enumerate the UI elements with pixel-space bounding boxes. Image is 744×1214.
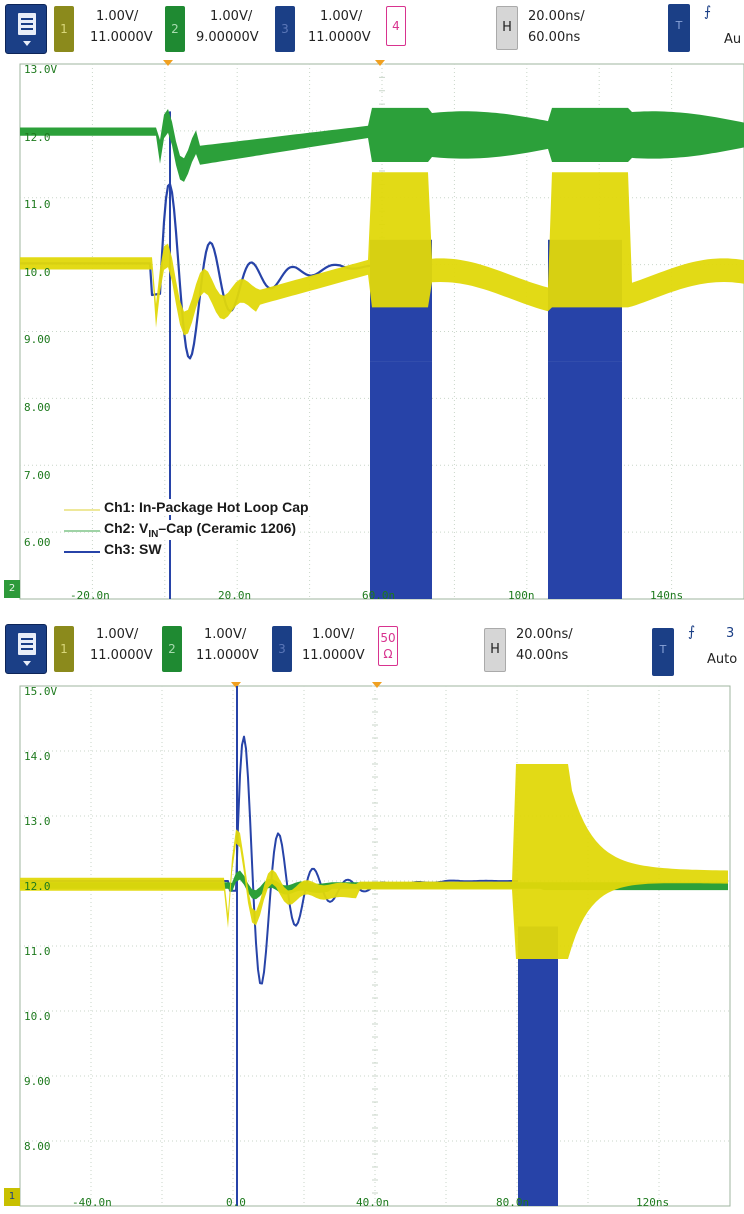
ch1-badge[interactable]: 1 [54, 626, 74, 672]
y-tick-label: 9.00 [24, 1075, 51, 1088]
y-tick-label: 6.00 [24, 536, 51, 550]
ch1-trace-band [20, 764, 728, 959]
horizontal-scale: 20.00ns/ [516, 627, 573, 642]
chevron-down-icon [23, 41, 31, 46]
y-tick-label: 15.0V [24, 685, 58, 698]
horizontal-button[interactable]: H [496, 6, 518, 50]
x-tick-label: -20.0n [70, 589, 110, 602]
y-tick-label: 13.0V [24, 63, 58, 76]
ch2-offset: 9.00000V [196, 30, 259, 45]
ch2-trace-band [20, 107, 744, 182]
ch1-settings[interactable]: 1.00V/ 11.0000V [90, 624, 153, 666]
y-tick-label: 12.0 [24, 130, 51, 144]
ch4-badge[interactable]: 4 [386, 6, 406, 46]
horizontal-position: 60.00ns [528, 30, 581, 45]
y-tick-label: 8.00 [24, 401, 51, 414]
ch3-settings[interactable]: 1.00V/ 11.0000V [308, 6, 371, 48]
trigger-level: 3 [726, 626, 735, 641]
ch3-switching-burst [370, 361, 432, 599]
ch3-offset: 11.0000V [302, 648, 365, 663]
ch1-scale: 1.00V/ [96, 9, 139, 24]
trigger-button[interactable]: T [668, 4, 690, 52]
top-waveform-display: 13.0V 12.0 11.0 10.0 9.00 8.00 7.00 6.00 -20.0n… [0, 58, 744, 603]
y-tick-label: 11.0 [24, 945, 51, 958]
ch3-settings[interactable]: 1.00V/ 11.0000V [302, 624, 365, 666]
trigger-mode[interactable]: Auto [707, 652, 738, 667]
legend-ch2-swatch [64, 530, 100, 532]
ch4-termination-value: 50 [380, 631, 396, 645]
menu-button[interactable] [5, 624, 47, 674]
ch1-settings[interactable]: 1.00V/ 11.0000V [90, 6, 153, 48]
x-tick-label: 140ns [650, 589, 684, 602]
trigger-position-marker [231, 682, 241, 688]
ch3-badge[interactable]: 3 [272, 626, 292, 672]
trigger-mode[interactable]: Au [724, 32, 742, 47]
ch1-scale: 1.00V/ [96, 627, 139, 642]
ch2-scale: 1.00V/ [204, 627, 247, 642]
y-tick-label: 11.0 [24, 198, 51, 212]
horizontal-position: 40.00ns [516, 648, 569, 663]
ch1-trace-band [20, 172, 744, 336]
bottom-waveform-plot [19, 682, 731, 1207]
legend-ch3-label: Ch3: SW [102, 541, 164, 557]
ch3-scale: 1.00V/ [320, 9, 363, 24]
trigger-position-marker [375, 60, 385, 66]
ch2-settings[interactable]: 1.00V/ 9.00000V [196, 6, 259, 48]
trigger-position-marker [372, 682, 382, 688]
x-tick-label: 100n [508, 589, 535, 602]
x-tick-label: 20.0n [218, 589, 252, 602]
ch4-termination-unit: Ω [383, 647, 393, 661]
x-tick-label: 60.0n [362, 589, 396, 602]
menu-button[interactable] [5, 4, 47, 54]
ch2-offset: 11.0000V [196, 648, 259, 663]
ch3-trace [20, 182, 371, 360]
ch2-badge[interactable]: 2 [162, 626, 182, 672]
chevron-down-icon [23, 661, 31, 666]
ch2-badge[interactable]: 2 [165, 6, 185, 52]
x-tick-label: 120ns [636, 1196, 670, 1209]
ch3-switching-burst [518, 926, 558, 1206]
horizontal-settings[interactable]: 20.00ns/ 60.00ns [528, 6, 585, 48]
y-tick-label: 12.0 [24, 880, 51, 893]
horizontal-button[interactable]: H [484, 628, 506, 672]
ch1-offset: 11.0000V [90, 648, 153, 663]
x-tick-label: -40.0n [72, 1196, 112, 1209]
trigger-edge-icon: ⨍ [704, 4, 712, 20]
ch1-offset: 11.0000V [90, 30, 153, 45]
ch3-badge[interactable]: 3 [275, 6, 295, 52]
ch3-switching-burst [548, 361, 622, 599]
trigger-position-marker [163, 60, 173, 66]
menu-icon [18, 633, 36, 655]
ch2-settings[interactable]: 1.00V/ 11.0000V [196, 624, 259, 666]
ch3-scale: 1.00V/ [312, 627, 355, 642]
legend-ch1-label: Ch1: In-Package Hot Loop Cap [102, 499, 311, 515]
ch1-badge[interactable]: 1 [54, 6, 74, 52]
y-tick-label: 10.0 [24, 1010, 51, 1023]
x-tick-label: 40.0n [356, 1196, 390, 1209]
horizontal-scale: 20.00ns/ [528, 9, 585, 24]
x-tick-label: 80.0n [496, 1196, 530, 1209]
bottom-waveform-display: 15.0V 14.0 13.0 12.0 11.0 10.0 9.00 8.00 -40.0n… [0, 680, 744, 1210]
bottom-toolbar: 1 1.00V/ 11.0000V 2 1.00V/ 11.0000V 3 1.… [0, 620, 744, 678]
trigger-edge-icon: ⨍ [688, 624, 696, 640]
y-tick-label: 8.00 [24, 1140, 51, 1153]
legend-ch3-swatch [64, 551, 100, 553]
y-tick-label: 10.0 [24, 265, 51, 279]
ch2-ground-marker[interactable]: 2 [4, 580, 20, 598]
legend-ch2-label: Ch2: VIN–Cap (Ceramic 1206) [102, 520, 299, 540]
y-tick-label: 13.0 [24, 815, 51, 828]
ch4-termination-badge[interactable]: 50 Ω [378, 626, 398, 666]
top-toolbar: 1 1.00V/ 11.0000V 2 1.00V/ 9.00000V 3 1.… [0, 0, 744, 58]
y-tick-label: 7.00 [24, 468, 51, 482]
ch3-offset: 11.0000V [308, 30, 371, 45]
y-tick-label: 9.00 [24, 333, 51, 347]
trigger-button[interactable]: T [652, 628, 674, 676]
x-tick-label: 0.0 [226, 1196, 246, 1209]
ch2-scale: 1.00V/ [210, 9, 253, 24]
horizontal-settings[interactable]: 20.00ns/ 40.00ns [516, 624, 573, 666]
legend-ch1-swatch [64, 509, 100, 511]
ch1-ground-marker[interactable]: 1 [4, 1188, 20, 1206]
menu-icon [18, 13, 36, 35]
y-tick-label: 14.0 [24, 750, 51, 763]
